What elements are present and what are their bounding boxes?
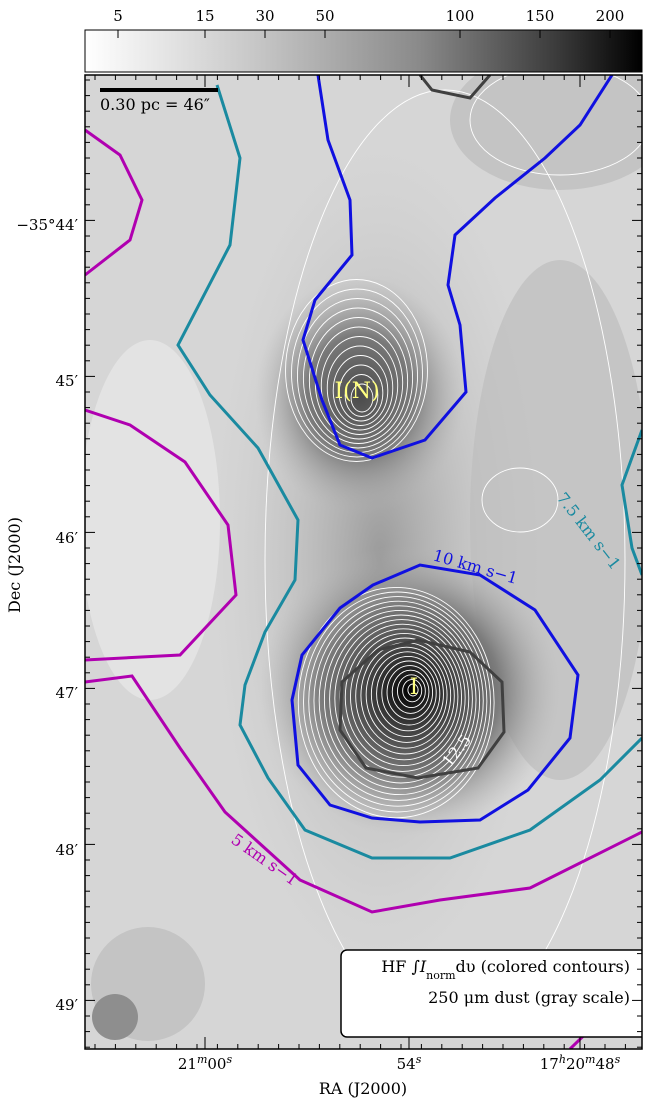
- legend-line-2: 250 μm dust (gray scale): [428, 988, 630, 1007]
- dust-contour-north: [338, 364, 384, 422]
- contour-12p5kms-south: [338, 638, 506, 780]
- contour-7p5kms: [176, 84, 642, 860]
- legend-line-1: HF ∫Inormdυ (colored contours): [381, 957, 630, 982]
- colorbar-gradient: [84, 29, 643, 73]
- legend-line-1-suffix: dυ (colored contours): [456, 957, 630, 976]
- y-tick-label: 47′: [56, 684, 79, 702]
- dust-contour-south: [313, 600, 484, 801]
- x-tick-label-2-sup2: m: [585, 1053, 595, 1066]
- legend-line-1-var: I: [419, 957, 427, 976]
- dust-contour-north: [308, 317, 409, 444]
- scale-bar-label: 0.30 pc = 46″: [100, 95, 210, 114]
- y-tick-label: 46′: [56, 529, 79, 547]
- colorbar-tick-label: 30: [255, 7, 274, 25]
- x-tick-label: 17h20m48s: [540, 1053, 621, 1074]
- dust-contour-south: [365, 646, 448, 743]
- legend-line-1-sub: norm: [426, 969, 456, 982]
- dust-contour-north: [302, 307, 414, 449]
- dust-contour-north: [320, 336, 399, 435]
- legend-line-1-prefix: HF ∫: [381, 957, 419, 976]
- source-label-I: I: [410, 675, 419, 700]
- x-tick-label-2-sup1: h: [559, 1053, 566, 1066]
- dust-contour-south: [391, 669, 430, 714]
- colorbar-tick-label: 50: [315, 7, 334, 25]
- contour-5kms-middle: [85, 408, 238, 662]
- legend-box: [340, 949, 642, 1038]
- dust-contour-south: [344, 628, 462, 767]
- contour-7p5kms-east: [620, 429, 642, 576]
- dust-contour-north: [285, 279, 428, 462]
- dust-contour-north: [291, 288, 423, 458]
- colorbar-ticks: 5 15 30 50 100 150 200: [113, 7, 624, 38]
- dust-contour-south: [386, 665, 434, 720]
- colorbar-tick-label: 100: [446, 7, 475, 25]
- legend: HF ∫Inormdυ (colored contours) 250 μm du…: [340, 949, 642, 1038]
- dust-contour-northeast: [469, 75, 642, 176]
- x-tick-label-1-sup1: s: [416, 1053, 422, 1066]
- contour-5kms-bottom: [85, 674, 642, 914]
- x-tick-label-0-base: 21: [178, 1055, 197, 1073]
- dust-contour-south: [397, 674, 426, 709]
- y-tick-label: 48′: [56, 841, 79, 859]
- dust-contours: [264, 75, 642, 1031]
- x-tick-label-2-sup3: s: [615, 1053, 621, 1066]
- dust-contour-south: [303, 591, 491, 813]
- dust-contour-south: [323, 609, 477, 790]
- x-tick-label-1-base: 54: [397, 1055, 416, 1073]
- y-axis-title: Dec (J2000): [5, 517, 24, 613]
- contour-12p5kms: [338, 75, 506, 780]
- dust-contour-south: [381, 660, 437, 726]
- dust-contour-south: [376, 655, 441, 732]
- x-tick-label: 21m00s: [178, 1053, 233, 1074]
- colorbar-tick-label: 200: [596, 7, 625, 25]
- dust-contour-south: [407, 683, 419, 697]
- dust-contour-north: [332, 355, 389, 426]
- x-tick-label-2-mid: 20: [566, 1055, 585, 1073]
- colorbar: 5 15 30 50 100 150 200: [84, 7, 643, 73]
- x-tick-label-2-base: 17: [540, 1055, 559, 1073]
- dust-contour-south: [329, 614, 473, 784]
- x-tick-label-2-tail: 48: [595, 1055, 614, 1073]
- x-tick-label-0-sup2: s: [226, 1053, 232, 1066]
- colorbar-tick-label: 15: [195, 7, 214, 25]
- dust-contour-east-clump: [481, 467, 559, 533]
- y-tick-label: −35°44′: [16, 216, 78, 234]
- x-axis-tick-labels: 21m00s 54s 17h20m48s: [178, 1053, 621, 1074]
- contour-10kms-north: [301, 75, 614, 460]
- colorbar-tick-label: 5: [113, 7, 123, 25]
- y-tick-label: 49′: [56, 996, 79, 1014]
- dust-contour-north: [350, 383, 374, 413]
- y-axis-tick-labels: −35°44′ 45′ 46′ 47′ 48′ 49′: [16, 216, 78, 1014]
- dust-contour-south: [402, 678, 423, 703]
- contour-12p5kms-north: [418, 75, 492, 100]
- dust-contour-south: [297, 586, 495, 819]
- x-axis-title: RA (J2000): [319, 1079, 407, 1098]
- plot-frame: [84, 74, 643, 1050]
- dust-contour-south: [334, 619, 470, 778]
- source-label-IN: I(N): [334, 379, 379, 404]
- dust-southern-core: [260, 545, 560, 835]
- dust-contour-south: [350, 632, 459, 761]
- contour-10kms: [290, 75, 614, 824]
- y-tick-label: 45′: [56, 372, 79, 390]
- beam-small: [92, 994, 138, 1040]
- x-tick-label-0-sup1: m: [197, 1053, 207, 1066]
- x-tick-label-0-mid: 00: [207, 1055, 226, 1073]
- dust-west-clear: [85, 340, 220, 700]
- dust-contour-south: [370, 651, 444, 738]
- dust-contour-south: [355, 637, 455, 755]
- dust-contour-north: [326, 345, 394, 431]
- contour-7p5kms-main: [176, 84, 642, 860]
- dust-contour-south: [318, 605, 481, 796]
- contour-5kms-top: [85, 128, 144, 277]
- x-tick-label: 54s: [397, 1053, 422, 1074]
- colorbar-tick-label: 150: [526, 7, 555, 25]
- dust-contour-south: [308, 596, 488, 807]
- axis-minor-ticks: [85, 75, 642, 1049]
- dust-northern-core: [255, 275, 465, 515]
- dust-contour-north: [344, 374, 379, 417]
- contour-10kms-south: [290, 563, 580, 824]
- plot-area: 0.30 pc = 46″ I(N) I 5 km s−1 7.5 km s−1…: [85, 75, 642, 1049]
